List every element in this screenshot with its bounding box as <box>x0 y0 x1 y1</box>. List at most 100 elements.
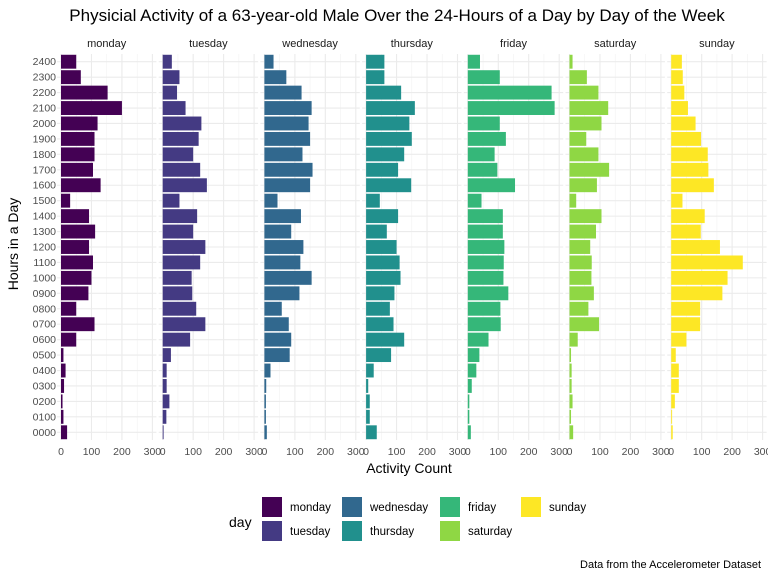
x-tick-label: 100 <box>591 446 609 458</box>
bar-friday-2000 <box>467 116 500 131</box>
bar-sunday-2100 <box>671 101 688 115</box>
bar-friday-1700 <box>467 162 498 177</box>
bar-wednesday-0300 <box>264 379 267 393</box>
facet-strip-label: saturday <box>594 38 637 50</box>
bar-monday-1400 <box>61 209 90 224</box>
y-tick-label: 1100 <box>33 257 56 269</box>
facet-panel-sunday: sunday 0 100 200 300 <box>667 38 768 458</box>
x-tick-label: 0 <box>465 446 471 458</box>
x-tick-label: 0 <box>668 446 674 458</box>
bar-thursday-1700 <box>366 162 399 177</box>
y-tick-label: 0000 <box>33 427 57 439</box>
bar-wednesday-0900 <box>264 286 300 301</box>
bar-tuesday-2400 <box>162 54 172 69</box>
x-tick-label: 200 <box>723 446 741 458</box>
bar-tuesday-0600 <box>162 332 191 347</box>
bar-thursday-2300 <box>366 70 385 85</box>
legend-item-friday: friday <box>440 497 496 517</box>
bar-tuesday-2100 <box>162 101 186 115</box>
bar-thursday-1100 <box>366 255 400 270</box>
bar-tuesday-1200 <box>162 240 206 254</box>
bar-saturday-0000 <box>569 425 574 440</box>
y-tick-label: 1900 <box>33 133 57 145</box>
bar-sunday-2000 <box>671 116 696 131</box>
bar-monday-0700 <box>61 317 95 332</box>
y-tick-label: 1200 <box>33 242 57 254</box>
bar-friday-1400 <box>467 209 503 224</box>
bar-monday-1800 <box>61 147 95 162</box>
bar-wednesday-1500 <box>264 193 278 208</box>
bar-wednesday-2400 <box>264 54 274 69</box>
x-axis-title: Activity Count <box>366 460 452 476</box>
bar-sunday-1400 <box>671 209 705 224</box>
facet-strip-label: sunday <box>699 38 735 50</box>
legend-swatch <box>342 497 362 517</box>
y-axis-title: Hours in a Day <box>5 198 21 291</box>
x-tick-label: 100 <box>286 446 304 458</box>
legend-item-wednesday: wednesday <box>342 497 428 517</box>
legend-label: sunday <box>549 502 586 514</box>
bar-sunday-2200 <box>671 85 685 100</box>
legend-swatch <box>262 497 282 517</box>
bar-thursday-1000 <box>366 270 401 285</box>
bar-tuesday-0200 <box>162 394 170 409</box>
bar-thursday-0600 <box>366 332 405 347</box>
y-tick-label: 1000 <box>33 272 57 284</box>
bar-sunday-0700 <box>671 317 701 332</box>
bar-friday-0800 <box>467 301 501 316</box>
bar-thursday-0100 <box>366 409 370 424</box>
bar-sunday-1700 <box>671 162 709 177</box>
legend-label: monday <box>290 502 331 514</box>
bar-thursday-0700 <box>366 317 394 332</box>
bar-friday-1000 <box>467 270 504 285</box>
bar-wednesday-1300 <box>264 224 292 239</box>
legend-item-saturday: saturday <box>440 521 512 541</box>
facet-panel-wednesday: wednesday 0 100 200 300 <box>260 38 365 458</box>
bar-tuesday-0100 <box>162 409 167 424</box>
bar-tuesday-1400 <box>162 209 198 224</box>
bar-saturday-0800 <box>569 301 589 316</box>
bar-thursday-1600 <box>366 178 412 193</box>
bar-wednesday-1100 <box>264 255 301 270</box>
bar-wednesday-2300 <box>264 70 287 85</box>
legend-swatch <box>440 497 460 517</box>
bar-wednesday-1200 <box>264 240 304 254</box>
bar-friday-0700 <box>467 317 501 332</box>
bar-friday-2300 <box>467 70 500 85</box>
bar-wednesday-0100 <box>264 409 266 424</box>
bar-tuesday-2300 <box>162 70 180 85</box>
bar-monday-2400 <box>61 54 77 69</box>
bar-wednesday-1000 <box>264 270 312 285</box>
bar-tuesday-0900 <box>162 286 193 301</box>
bar-sunday-1800 <box>671 147 708 162</box>
y-tick-label: 0700 <box>33 319 57 331</box>
bar-monday-1500 <box>61 193 71 208</box>
bar-thursday-1500 <box>366 193 380 208</box>
x-tick-label: 0 <box>261 446 267 458</box>
bar-tuesday-1500 <box>162 193 180 208</box>
bar-friday-0500 <box>467 348 480 363</box>
legend-item-tuesday: tuesday <box>262 521 331 541</box>
bar-monday-0200 <box>61 394 63 409</box>
bar-tuesday-1000 <box>162 270 192 285</box>
bar-tuesday-0000 <box>162 425 164 440</box>
bar-friday-2400 <box>467 54 480 69</box>
legend-label: tuesday <box>290 526 331 538</box>
x-tick-label: 100 <box>388 446 406 458</box>
x-tick-label: 0 <box>567 446 573 458</box>
bar-monday-0000 <box>61 425 68 440</box>
facet-panel-monday: monday 0 100 200 300 <box>57 38 161 458</box>
x-tick-label: 200 <box>418 446 436 458</box>
bar-thursday-1900 <box>366 131 412 146</box>
bar-tuesday-2200 <box>162 85 178 100</box>
bar-monday-1100 <box>61 255 93 270</box>
bar-sunday-0400 <box>671 363 679 378</box>
bar-tuesday-1100 <box>162 255 201 270</box>
bar-saturday-1600 <box>569 178 597 193</box>
x-tick-label: 100 <box>83 446 101 458</box>
bar-monday-1300 <box>61 224 96 239</box>
y-tick-label: 2400 <box>33 56 57 68</box>
bar-friday-0000 <box>467 425 471 440</box>
bar-saturday-2400 <box>569 54 573 69</box>
